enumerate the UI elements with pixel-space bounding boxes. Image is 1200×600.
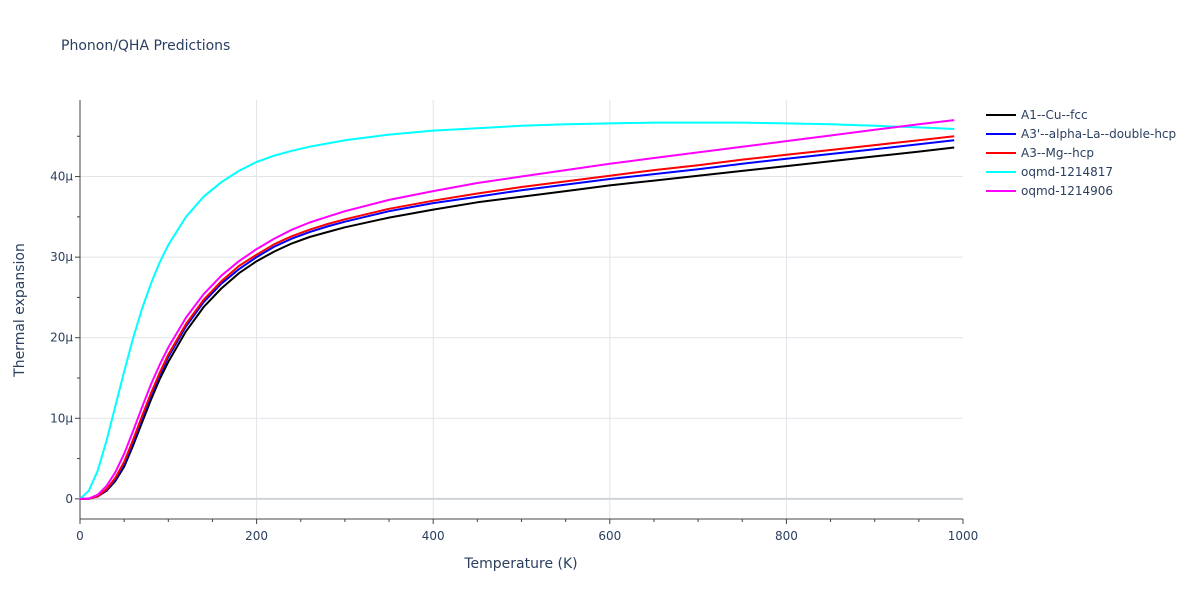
legend-item[interactable]: A3'--alpha-La--double-hcp (986, 127, 1176, 141)
y-tick-label: 10μ (50, 411, 73, 425)
x-tick-label: 200 (245, 529, 268, 543)
legend-label: oqmd-1214817 (1021, 165, 1113, 179)
legend-label: oqmd-1214906 (1021, 184, 1113, 198)
x-tick-label: 1000 (948, 529, 979, 543)
x-tick-label: 0 (76, 529, 84, 543)
y-tick-labels: 0 10μ 20μ 30μ 40μ (50, 170, 73, 506)
series-line (79, 146, 955, 500)
series-line (79, 119, 955, 500)
chart-title: Phonon/QHA Predictions (61, 38, 230, 54)
grid (80, 100, 963, 519)
y-tick-label: 40μ (50, 170, 73, 184)
legend-label: A3'--alpha-La--double-hcp (1021, 127, 1176, 141)
x-tick-label: 600 (598, 529, 621, 543)
legend-label: A1--Cu--fcc (1021, 108, 1088, 122)
x-tick-label: 400 (422, 529, 445, 543)
x-axis-title: Temperature (K) (463, 556, 577, 572)
x-tick-label: 800 (775, 529, 798, 543)
x-tick-labels: 0 200 400 600 800 1000 (76, 529, 978, 543)
legend-item[interactable]: oqmd-1214817 (986, 165, 1113, 179)
legend-label: A3--Mg--hcp (1021, 146, 1094, 160)
legend: A1--Cu--fcc A3'--alpha-La--double-hcp A3--… (986, 108, 1176, 198)
legend-item[interactable]: A1--Cu--fcc (986, 108, 1088, 122)
axes (75, 100, 964, 524)
legend-item[interactable]: A3--Mg--hcp (986, 146, 1094, 160)
series-line (79, 121, 955, 500)
series-line (79, 139, 955, 500)
y-tick-label: 0 (65, 492, 73, 506)
y-tick-label: 20μ (50, 331, 73, 345)
y-axis-title: Thermal expansion (12, 243, 28, 378)
series-lines (79, 119, 955, 500)
legend-item[interactable]: oqmd-1214906 (986, 184, 1113, 198)
series-line (79, 135, 955, 500)
y-tick-label: 30μ (50, 250, 73, 264)
